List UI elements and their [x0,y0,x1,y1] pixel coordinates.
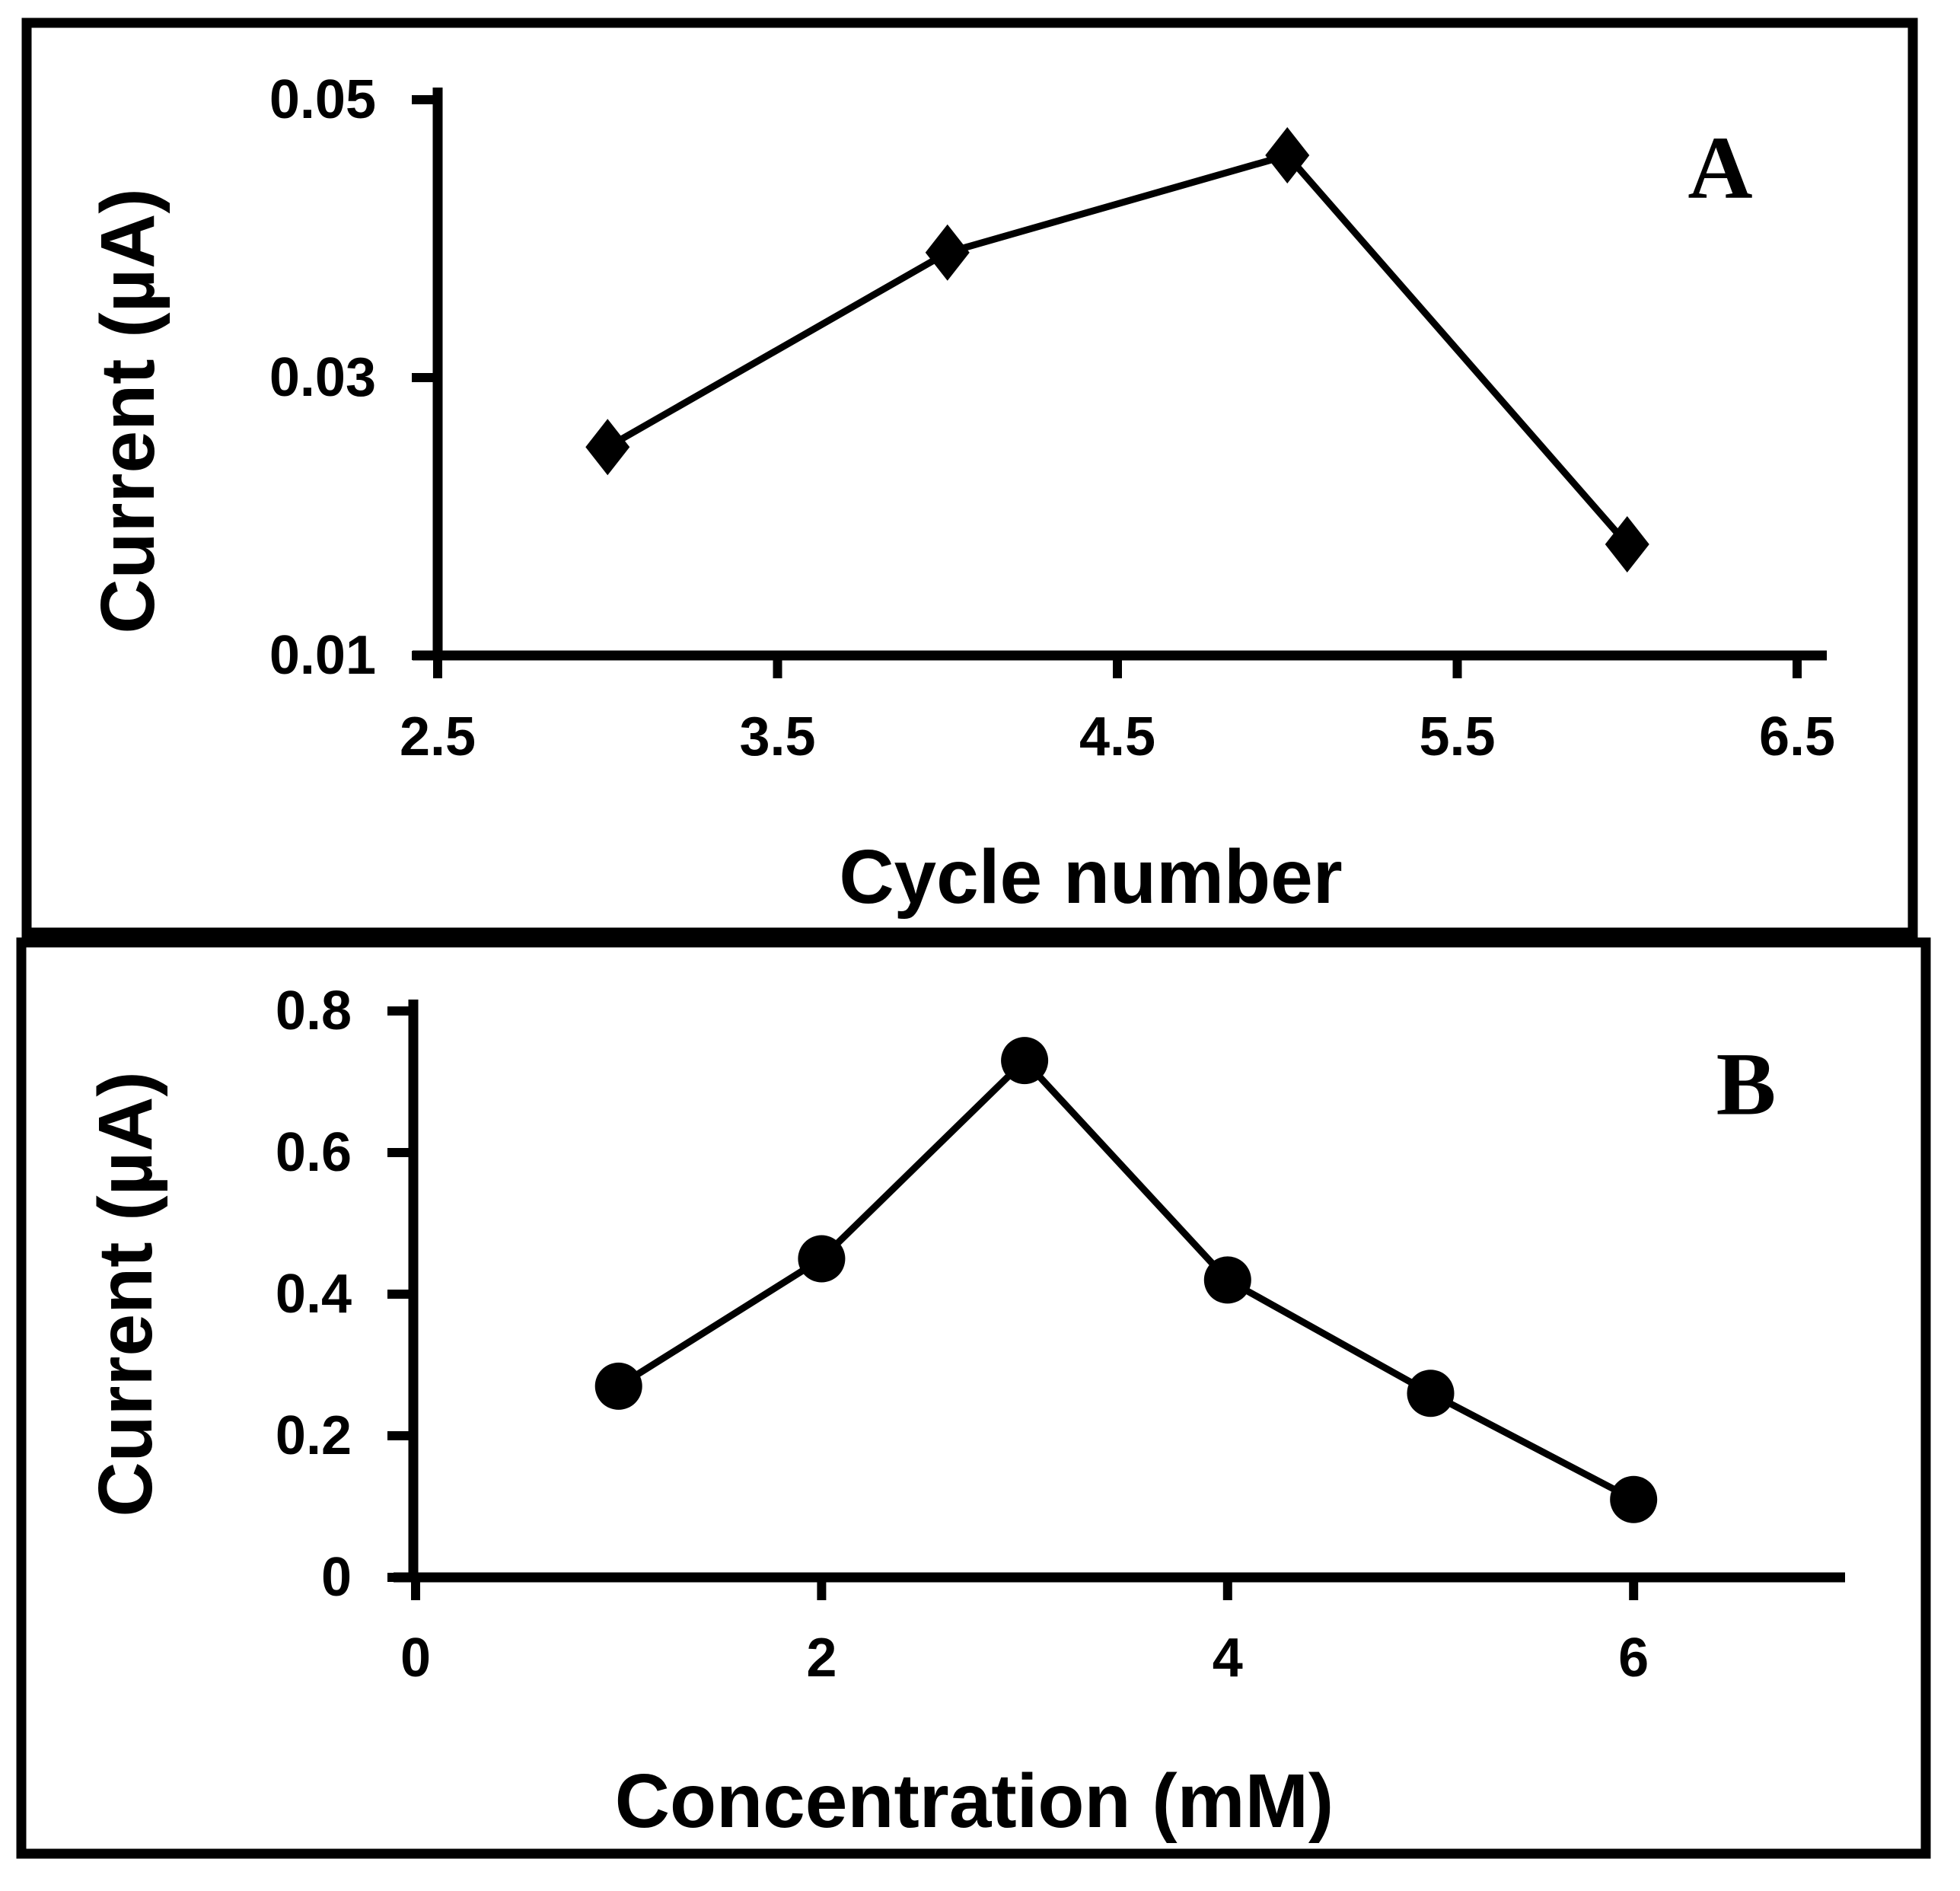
panel-a-data-point-marker [1605,516,1649,572]
panel-a-y-tick-label: 0.03 [269,347,376,408]
panel-b-data-point-marker [1203,1256,1251,1304]
panel-a-x-tick-label: 4.5 [1079,706,1155,767]
panel-b-y-tick-label: 0.6 [276,1122,352,1183]
panel-a-y-tick-label: 0.05 [269,69,376,130]
panel-b-x-axis-title: Concentration (mM) [615,1759,1334,1844]
panel-b-border [16,937,1931,1859]
panel-a-data-point-marker [585,419,630,476]
panel-b-x-tick-label: 4 [1213,1628,1243,1689]
panel-a-corner-label: A [1688,118,1752,218]
panel-a-x-axis-title: Cycle number [839,834,1342,920]
panel-a-data-point-marker [925,224,970,281]
panel-a-x-tick-label: 6.5 [1759,706,1835,767]
panel-a-y-tick-label: 0.01 [269,625,376,686]
panel-a-x-tick-label: 2.5 [400,706,476,767]
panel-b-y-tick-label: 0.2 [276,1405,352,1466]
panel-b-data-point-marker [1407,1370,1455,1417]
panel-b-data-point-marker [1610,1475,1658,1523]
panel-b-corner-label: B [1716,1035,1777,1134]
panel-b-y-tick-label: 0.8 [276,981,352,1041]
panel-a-x-tick-label: 5.5 [1419,706,1495,767]
panel-b-x-tick-label: 6 [1618,1628,1649,1689]
panel-a-x-tick-label: 3.5 [739,706,815,767]
panel-a-data-point-marker [1265,127,1310,183]
panel-b-x-tick-label: 0 [400,1628,431,1689]
panel-a-border [21,18,1918,938]
panel-b-y-tick-label: 0 [321,1547,352,1608]
panel-a-y-axis-title: Current (µA) [85,188,171,633]
panel-b-data-point-marker [1001,1037,1049,1085]
panel-a-series-line [606,151,1630,547]
panel-b-data-point-marker [798,1235,846,1283]
panel-b-x-tick-label: 2 [806,1628,837,1689]
panel-b-data-point-marker [594,1362,642,1410]
panel-b-y-tick-label: 0.4 [276,1264,352,1325]
panel-b-series-line [617,1055,1636,1503]
panel-b-y-axis-title: Current (µA) [83,1071,168,1516]
